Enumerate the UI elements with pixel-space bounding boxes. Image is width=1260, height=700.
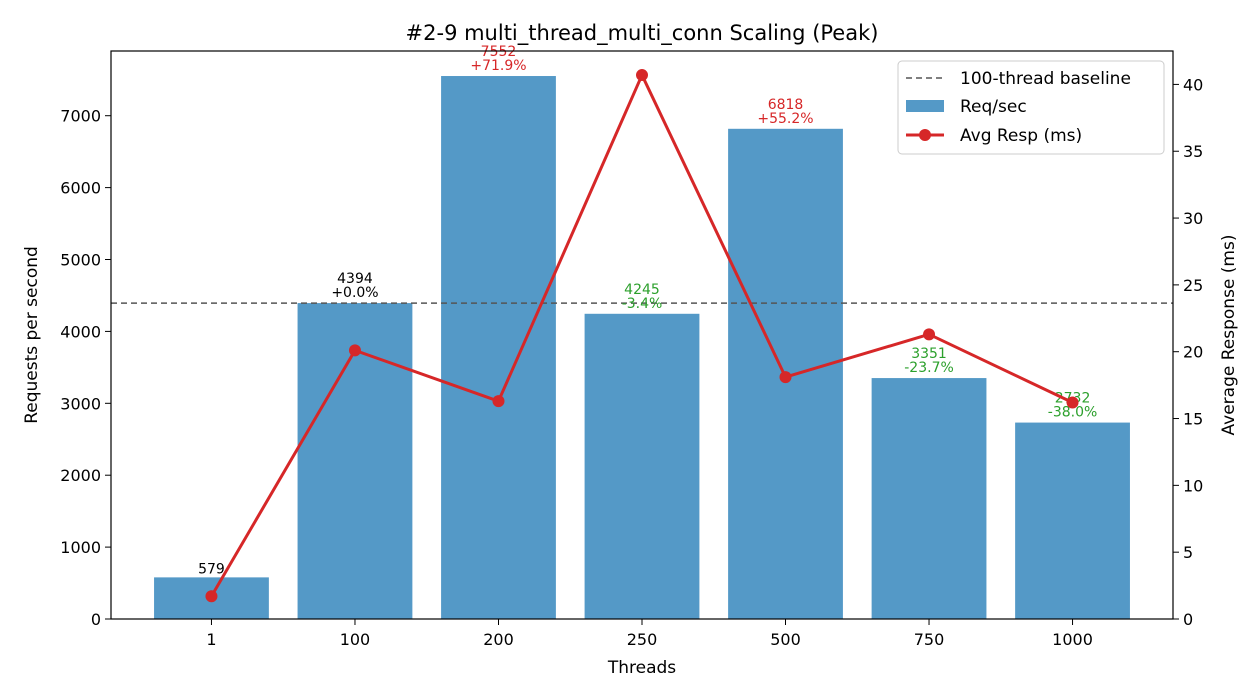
x-tick-label: 250 bbox=[627, 630, 658, 649]
legend-bar-swatch bbox=[906, 100, 944, 112]
line-layer bbox=[205, 69, 1079, 603]
bar-pct-label: +0.0% bbox=[331, 285, 378, 301]
bar-pct-label: -38.0% bbox=[1048, 405, 1098, 421]
x-tick-label: 500 bbox=[770, 630, 801, 649]
legend: 100-thread baseline Req/sec Avg Resp (ms… bbox=[897, 60, 1165, 155]
response-point bbox=[1066, 396, 1079, 409]
bar-value-label: 4394 bbox=[337, 271, 373, 287]
y-tick-label: 5000 bbox=[60, 251, 101, 270]
x-tick-label: 750 bbox=[914, 630, 945, 649]
y2-tick-label: 0 bbox=[1183, 610, 1193, 629]
y2-tick-label: 40 bbox=[1183, 75, 1203, 94]
y-tick-label: 6000 bbox=[60, 179, 101, 198]
y2-tick-label: 25 bbox=[1183, 276, 1203, 295]
y2-tick-label: 15 bbox=[1183, 410, 1203, 429]
bar-pct-label: +55.2% bbox=[757, 111, 813, 127]
bar-value-label: 7552 bbox=[481, 44, 517, 60]
x-tick-label: 1 bbox=[206, 630, 216, 649]
y-tick-label: 3000 bbox=[60, 394, 101, 413]
response-point bbox=[205, 590, 218, 603]
y2-axis-label: Average Response (ms) bbox=[1219, 235, 1239, 436]
x-tick-label: 1000 bbox=[1052, 630, 1093, 649]
x-tick-label: 200 bbox=[483, 630, 514, 649]
response-point bbox=[636, 69, 648, 82]
legend-line-marker bbox=[919, 129, 931, 141]
bar-value-label: 4245 bbox=[624, 282, 660, 298]
bar-value-label: 6818 bbox=[768, 97, 804, 113]
legend-bar-label: Req/sec bbox=[960, 97, 1027, 117]
y2-tick-label: 20 bbox=[1183, 343, 1203, 362]
y-tick-label: 0 bbox=[91, 610, 101, 629]
y2-tick-label: 10 bbox=[1183, 476, 1203, 495]
bar-labels-layer: 579 4394+0.0% 7552+71.9% 4245-3.4% 6818+55.2… bbox=[198, 44, 1097, 577]
response-point bbox=[779, 371, 792, 384]
x-tick-label: 100 bbox=[340, 630, 371, 649]
y-tick-label: 2000 bbox=[60, 466, 101, 485]
legend-line-label: Avg Resp (ms) bbox=[960, 126, 1082, 146]
legend-box bbox=[897, 60, 1165, 155]
y-tick-label: 7000 bbox=[60, 107, 101, 126]
bar-pct-label: -23.7% bbox=[904, 360, 954, 376]
y-axis-label: Requests per second bbox=[22, 246, 42, 424]
bar-1000 bbox=[1015, 422, 1130, 619]
y2-tick-label: 5 bbox=[1183, 543, 1193, 562]
response-point bbox=[492, 395, 505, 408]
chart-title: #2-9 multi_thread_multi_conn Scaling (Pe… bbox=[406, 21, 879, 46]
legend-baseline-label: 100-thread baseline bbox=[960, 69, 1131, 89]
response-point bbox=[923, 328, 936, 341]
bar-pct-label: -3.4% bbox=[622, 296, 663, 312]
bar-750 bbox=[871, 378, 987, 619]
bars-layer bbox=[154, 76, 1130, 620]
bar-value-label: 3351 bbox=[911, 346, 947, 362]
bar-200 bbox=[441, 76, 556, 620]
bar-pct-label: +71.9% bbox=[470, 58, 526, 74]
x-axis-label: Threads bbox=[607, 658, 676, 678]
axes-layer: 1 100 200 250 500 750 100001000200030004000500… bbox=[60, 75, 1203, 649]
bar-value-label: 579 bbox=[198, 561, 225, 577]
y-tick-label: 1000 bbox=[60, 538, 101, 557]
y-tick-label: 4000 bbox=[60, 322, 101, 341]
bar-250 bbox=[584, 313, 700, 619]
y2-tick-label: 35 bbox=[1183, 142, 1203, 161]
response-point bbox=[348, 344, 361, 357]
y2-tick-label: 30 bbox=[1183, 209, 1203, 228]
